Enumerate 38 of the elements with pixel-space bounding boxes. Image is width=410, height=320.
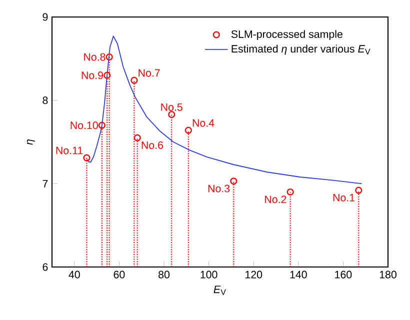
data-label: No.9: [82, 72, 103, 80]
data-label: No.11: [56, 146, 83, 154]
data-label: No.3: [208, 184, 230, 192]
y-tick-label: 7: [42, 180, 48, 188]
y-axis-title: η: [26, 140, 35, 145]
y-tick-label: 8: [42, 96, 48, 104]
point: [106, 53, 113, 61]
point: [168, 110, 176, 118]
x-axis-title: E$_{V}$: [214, 286, 226, 295]
data-label: No.1: [333, 194, 355, 202]
x-tick-label: 40: [68, 270, 80, 278]
x-tick-label: 180: [380, 270, 396, 278]
point: [230, 178, 238, 185]
data-label: No.5: [161, 103, 182, 111]
point: [134, 134, 141, 142]
data-label: No.7: [138, 69, 160, 77]
y-tick-label: 9: [42, 13, 48, 21]
x-tick-label: 120: [246, 270, 262, 278]
data-label: No.10: [70, 122, 98, 130]
x-tick-label: 60: [114, 270, 125, 278]
legend-label: Estimated η under various E$_{V}$: [232, 44, 370, 55]
point: [98, 122, 106, 129]
legend-label: SLM-processed sample: [231, 30, 342, 40]
point: [130, 76, 138, 84]
data-label: No.2: [265, 196, 286, 204]
point: [355, 186, 362, 194]
data-label: No.6: [142, 141, 163, 149]
point: [286, 188, 294, 196]
point: [104, 72, 111, 79]
x-tick-label: 100: [200, 270, 218, 278]
data-label: No.4: [192, 119, 214, 127]
point: [83, 154, 90, 162]
y-tick-label: 6: [42, 263, 48, 271]
x-tick-label: 160: [335, 270, 352, 278]
x-tick-label: 80: [158, 270, 170, 278]
x-tick-label: 140: [290, 270, 307, 278]
point: [184, 126, 192, 134]
data-label: No.8: [84, 53, 106, 61]
